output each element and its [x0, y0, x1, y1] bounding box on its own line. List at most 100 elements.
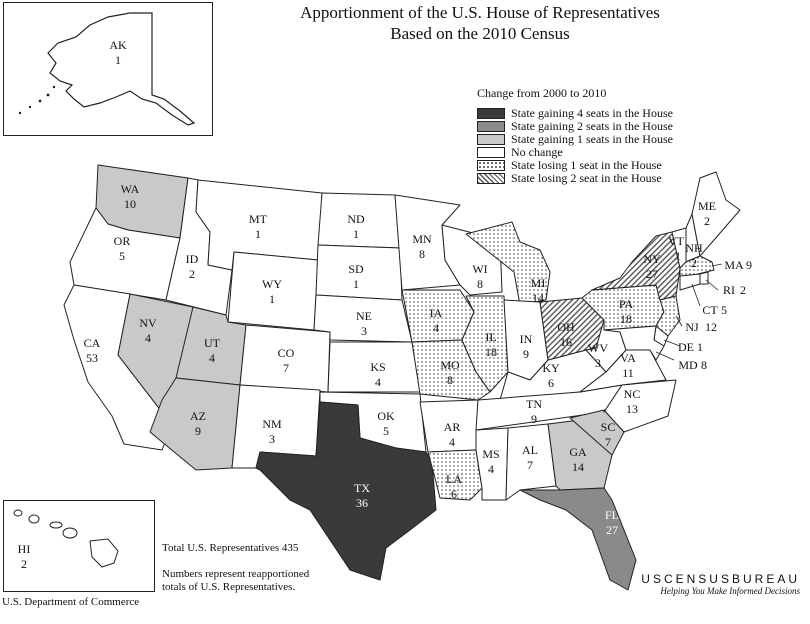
state-seats-ca: 53 [86, 351, 98, 365]
state-tx [255, 401, 437, 581]
state-seats-ak: 1 [115, 53, 121, 67]
state-seats-la: 6 [451, 487, 457, 501]
footnote: Numbers represent reapportioned totals o… [162, 568, 309, 594]
state-ri [699, 271, 709, 285]
state-seats-wi: 8 [477, 277, 483, 291]
state-abbr-ne: NE [356, 309, 372, 323]
legend-item-g1: State gaining 1 seats in the House [477, 132, 673, 146]
legend-swatch [477, 147, 505, 158]
state-abbr-nh: NH [685, 241, 703, 255]
legend-swatch [477, 173, 505, 184]
state-abbr-id: ID [186, 252, 199, 266]
state-seats-in: 9 [523, 347, 529, 361]
legend-label: No change [511, 145, 563, 159]
state-seats-ct: 5 [721, 303, 727, 317]
state-abbr-ia: IA [430, 306, 443, 320]
state-seats-ne: 3 [361, 324, 367, 338]
legend-label: State losing 1 seat in the House [511, 158, 662, 172]
census-tagline: Helping You Make Informed Decisions [660, 586, 800, 596]
state-labels: WA 10 OR 5 CA 53 ID 2 NV 4 MT 1 WY 1 UT … [84, 182, 752, 537]
state-abbr-mn: MN [412, 232, 432, 246]
state-seats-sd: 1 [353, 277, 359, 291]
state-abbr-ar: AR [444, 420, 461, 434]
state-seats-ny: 27 [646, 267, 658, 281]
state-abbr-ga: GA [569, 445, 587, 459]
legend-item-l1: State losing 1 seat in the House [477, 158, 673, 172]
state-abbr-ny: NY [643, 252, 661, 266]
state-me [691, 171, 741, 257]
department-credit: U.S. Department of Commerce [2, 596, 140, 608]
state-abbr-ma: MA [724, 258, 744, 272]
state-abbr-ok: OK [377, 409, 395, 423]
state-abbr-mt: MT [249, 212, 268, 226]
state-seats-tx: 36 [356, 496, 368, 510]
state-abbr-wa: WA [121, 182, 140, 196]
state-abbr-tn: TN [526, 397, 542, 411]
state-abbr-ak: AK [109, 38, 127, 52]
state-seats-or: 5 [119, 249, 125, 263]
state-seats-mi: 14 [532, 291, 544, 305]
legend-header: Change from 2000 to 2010 [477, 86, 607, 100]
title-line-1: Apportionment of the U.S. House of Repre… [300, 3, 660, 22]
legend-swatch [477, 108, 505, 119]
state-seats-il: 18 [485, 345, 497, 359]
legend-item-g4: State gaining 4 seats in the House [477, 106, 673, 120]
state-seats-va: 11 [622, 366, 634, 380]
state-seats-ar: 4 [449, 435, 455, 449]
legend-label: State losing 2 seat in the House [511, 171, 662, 185]
state-seats-tn: 9 [531, 412, 537, 426]
state-seats-mo: 8 [447, 373, 453, 387]
alaska-shape [18, 12, 196, 126]
state-fl [519, 487, 637, 591]
state-seats-az: 9 [195, 424, 201, 438]
state-abbr-al: AL [522, 443, 538, 457]
legend-swatch [477, 134, 505, 145]
title-line-2: Based on the 2010 Census [390, 24, 570, 43]
state-abbr-nj: NJ [685, 320, 699, 334]
state-abbr-va: VA [620, 351, 636, 365]
state-abbr-az: AZ [190, 409, 206, 423]
state-seats-nc: 13 [626, 402, 638, 416]
state-seats-ms: 4 [488, 462, 494, 476]
state-abbr-me: ME [698, 199, 716, 213]
hawaii-inset: HI 2 [3, 500, 155, 592]
legend-label: State gaining 2 seats in the House [511, 119, 673, 133]
state-abbr-nm: NM [262, 417, 282, 431]
census-logo: USCENSUSBUREAU Helping You Make Informed… [641, 572, 800, 596]
state-seats-oh: 16 [560, 335, 572, 349]
state-seats-nj: 12 [705, 320, 717, 334]
state-abbr-vt: VT [668, 234, 685, 248]
state-seats-id: 2 [189, 267, 195, 281]
state-abbr-ms: MS [482, 447, 499, 461]
state-abbr-ks: KS [370, 360, 385, 374]
state-seats-sc: 7 [605, 435, 611, 449]
legend: Change from 2000 to 2010 State gaining 4… [477, 86, 673, 185]
state-wy [227, 251, 319, 331]
state-seats-ok: 5 [383, 424, 389, 438]
state-seats-mt: 1 [255, 227, 261, 241]
state-abbr-co: CO [278, 346, 295, 360]
state-md [603, 325, 665, 361]
state-seats-hi: 2 [21, 557, 27, 571]
state-seats-pa: 18 [620, 312, 632, 326]
state-seats-ri: 2 [740, 283, 746, 297]
state-abbr-fl: FL [605, 508, 619, 522]
state-abbr-wy: WY [262, 277, 282, 291]
state-abbr-ut: UT [204, 336, 221, 350]
legend-swatch [477, 121, 505, 132]
state-seats-al: 7 [527, 458, 533, 472]
legend-item-g2: State gaining 2 seats in the House [477, 119, 673, 133]
state-abbr-ri: RI [723, 283, 735, 297]
state-abbr-wv: WV [588, 341, 608, 355]
footnote-line-1: Numbers represent reapportioned [162, 568, 310, 580]
state-seats-ga: 14 [572, 460, 584, 474]
census-bureau-wordmark: USCENSUSBUREAU [641, 572, 800, 586]
state-abbr-il: IL [485, 330, 496, 344]
state-abbr-ky: KY [542, 361, 560, 375]
legend-label: State gaining 1 seats in the House [511, 132, 673, 146]
map-title: Apportionment of the U.S. House of Repre… [230, 2, 730, 44]
state-abbr-mo: MO [440, 358, 460, 372]
legend-item-none: No change [477, 145, 673, 159]
state-seats-ks: 4 [375, 375, 381, 389]
